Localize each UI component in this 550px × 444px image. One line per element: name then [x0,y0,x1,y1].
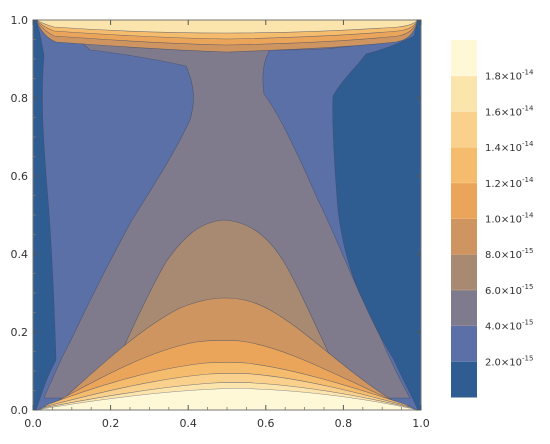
contour-band-10 [35,388,419,410]
legend-label: 2.0×10-15 [485,354,533,368]
legend-swatch [451,254,477,291]
legend-label: 1.6×10-14 [485,104,534,118]
y-axis: 0.0 0.2 0.4 0.6 0.8 1.0 [11,14,421,417]
legend-swatch [451,218,477,255]
y-tick-label: 1.0 [11,14,29,27]
y-tick-label: 0.6 [11,170,29,183]
contour-regions [33,20,421,410]
legend-label: 8.0×10-15 [485,247,533,261]
legend-swatch [451,361,477,398]
y-tick-label: 0.2 [11,326,29,339]
x-tick-label: 0.8 [335,417,353,430]
legend-label: 6.0×10-15 [485,283,533,297]
legend: 2.0×10-15 4.0×10-15 6.0×10-15 8.0×10-15 1.0×… [451,40,534,398]
legend-swatch [451,289,477,327]
legend-swatch [451,325,477,362]
x-tick-label: 0.2 [102,417,120,430]
x-tick-label: 1.0 [412,417,430,430]
contour-top-band-4 [35,20,419,34]
x-tick-label: 0.6 [257,417,275,430]
legend-label: 1.2×10-14 [485,176,534,190]
legend-swatch [451,75,477,112]
y-tick-label: 0.0 [11,404,29,417]
legend-label: 4.0×10-15 [485,319,533,333]
x-tick-label: 0.0 [24,417,42,430]
y-tick-label: 0.8 [11,92,29,105]
y-tick-label: 0.4 [11,248,29,261]
legend-swatch [451,40,477,77]
legend-swatch [451,147,477,184]
legend-label: 1.8×10-14 [485,69,534,83]
x-axis: 0.0 0.2 0.4 0.6 0.8 1.0 [24,20,430,430]
legend-swatch [451,182,477,219]
x-tick-label: 0.4 [179,417,197,430]
legend-label: 1.4×10-14 [485,140,534,154]
legend-label: 1.0×10-14 [485,212,534,226]
legend-swatch [451,111,477,148]
